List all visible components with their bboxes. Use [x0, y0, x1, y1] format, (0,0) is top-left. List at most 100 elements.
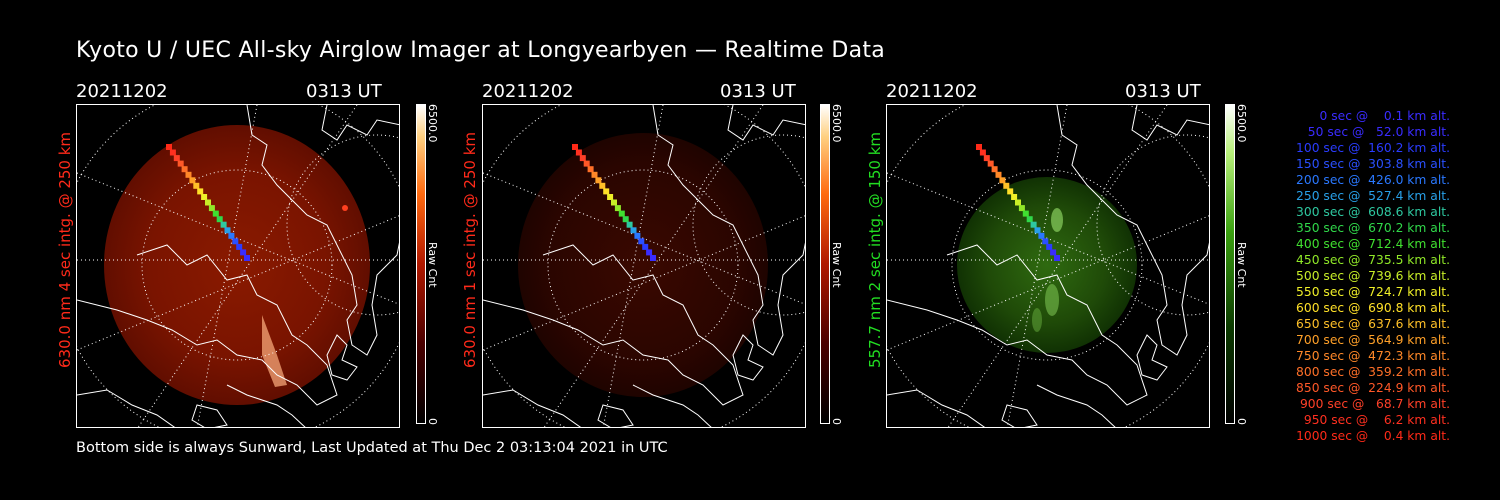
panel-2-colorbar-min: 0	[830, 418, 843, 425]
trajectory-point	[607, 194, 614, 200]
legend-row: 600 sec @ 690.8 km alt.	[1292, 301, 1450, 315]
trajectory-point	[1054, 255, 1060, 261]
trajectory-point	[995, 171, 1002, 178]
trajectory-point	[591, 171, 598, 178]
trajectory-point	[177, 160, 184, 167]
legend-row: 800 sec @ 359.2 km alt.	[1292, 365, 1450, 379]
trajectory-point	[181, 166, 188, 173]
trajectory-point	[197, 188, 204, 195]
trajectory-point	[1046, 243, 1053, 250]
trajectory-point	[1003, 182, 1010, 189]
legend-row: 350 sec @ 670.2 km alt.	[1292, 221, 1450, 235]
trajectory-point	[205, 199, 211, 206]
trajectory-point	[1022, 210, 1029, 217]
trajectory-point	[1007, 188, 1014, 195]
legend-row: 750 sec @ 472.3 km alt.	[1292, 349, 1450, 363]
trajectory-point	[166, 144, 172, 150]
trajectory-point	[1026, 216, 1033, 223]
legend-row: 1000 sec @ 0.4 km alt.	[1296, 429, 1450, 443]
trajectory-point	[1011, 194, 1018, 200]
allsky-map-svg	[483, 105, 805, 427]
legend-row: 550 sec @ 724.7 km alt.	[1292, 285, 1450, 299]
trajectory-point	[642, 243, 649, 250]
trajectory-point	[630, 227, 637, 234]
trajectory-point	[1034, 227, 1041, 234]
trajectory-point	[236, 243, 243, 250]
legend-row: 150 sec @ 303.8 km alt.	[1292, 157, 1450, 171]
panel-3-colorbar-max: 6500.0	[1235, 104, 1248, 143]
panel-2-allsky-image	[482, 104, 806, 428]
allsky-map-svg	[77, 105, 399, 427]
panel-3-date: 20211202	[886, 81, 978, 102]
trajectory-point	[991, 166, 998, 173]
legend-row: 200 sec @ 426.0 km alt.	[1292, 173, 1450, 187]
legend-row: 0 sec @ 0.1 km alt.	[1307, 109, 1450, 123]
trajectory-point	[603, 188, 610, 195]
trajectory-point	[1042, 238, 1049, 245]
airglow-disc	[518, 133, 768, 397]
legend-row: 450 sec @ 735.5 km alt.	[1292, 253, 1450, 267]
legend-row: 650 sec @ 637.6 km alt.	[1292, 317, 1450, 331]
trajectory-point	[976, 144, 982, 150]
legend-row: 250 sec @ 527.4 km alt.	[1292, 189, 1450, 203]
allsky-map-svg	[887, 105, 1209, 427]
trajectory-point	[599, 182, 606, 189]
trajectory-point	[189, 177, 196, 184]
trajectory-point	[622, 216, 629, 223]
trajectory-point	[618, 210, 625, 217]
trajectory-point	[208, 205, 215, 212]
panel-3-colorbar	[1225, 104, 1235, 424]
trajectory-point	[587, 166, 594, 173]
page-title: Kyoto U / UEC All-sky Airglow Imager at …	[76, 38, 886, 63]
trajectory-point	[572, 144, 578, 150]
panel-3-colorbar-min: 0	[1235, 418, 1248, 425]
trajectory-point	[1050, 249, 1057, 256]
panel-2-wavelength-label: 630.0 nm 1 sec intg. @ 250 km	[461, 131, 479, 368]
trajectory-point	[224, 227, 231, 234]
footer-note: Bottom side is always Sunward, Last Upda…	[76, 440, 668, 456]
trajectory-point	[579, 155, 586, 162]
trajectory-point	[169, 149, 176, 156]
trajectory-point	[595, 177, 602, 184]
trajectory-point	[1018, 205, 1025, 212]
trajectory-point	[244, 255, 250, 261]
trajectory-point	[626, 221, 633, 228]
panel-1-date: 20211202	[76, 81, 168, 102]
trajectory-point	[185, 171, 192, 178]
airglow-disc	[957, 177, 1137, 353]
legend-row: 700 sec @ 564.9 km alt.	[1292, 333, 1450, 347]
panel-3-wavelength-label: 557.7 nm 2 sec intg. @ 150 km	[866, 131, 884, 368]
trajectory-point	[232, 238, 239, 245]
trajectory-point	[575, 149, 582, 156]
trajectory-point	[614, 205, 621, 212]
trajectory-point	[220, 221, 227, 228]
airglow-disc	[104, 125, 370, 405]
panel-2-colorbar-unit: Raw Cnt	[830, 242, 843, 288]
trajectory-point	[173, 155, 180, 162]
trajectory-point	[216, 216, 223, 223]
legend-row: 300 sec @ 608.6 km alt.	[1292, 205, 1450, 219]
legend-row: 400 sec @ 712.4 km alt.	[1292, 237, 1450, 251]
legend-row: 850 sec @ 224.9 km alt.	[1292, 381, 1450, 395]
panel-2-date: 20211202	[482, 81, 574, 102]
legend-row: 100 sec @ 160.2 km alt.	[1292, 141, 1450, 155]
trajectory-point	[228, 232, 235, 239]
trajectory-point	[583, 160, 590, 167]
trajectory-point	[987, 160, 994, 167]
panel-1-colorbar-min: 0	[426, 418, 439, 425]
trajectory-point	[1030, 221, 1037, 228]
trajectory-point	[634, 232, 641, 239]
trajectory-point	[646, 249, 653, 256]
panel-2-colorbar-max: 6500.0	[830, 104, 843, 143]
trajectory-point	[650, 255, 656, 261]
legend-row: 500 sec @ 739.6 km alt.	[1292, 269, 1450, 283]
trajectory-point	[201, 194, 208, 200]
trajectory-point	[638, 238, 645, 245]
trajectory-point	[240, 249, 247, 256]
trajectory-point	[999, 177, 1006, 184]
trajectory-point	[611, 199, 617, 206]
legend-row: 50 sec @ 52.0 km alt.	[1299, 125, 1450, 139]
legend-row: 950 sec @ 6.2 km alt.	[1299, 413, 1450, 427]
legend-row: 900 sec @ 68.7 km alt.	[1296, 397, 1450, 411]
panel-1-colorbar-max: 6500.0	[426, 104, 439, 143]
